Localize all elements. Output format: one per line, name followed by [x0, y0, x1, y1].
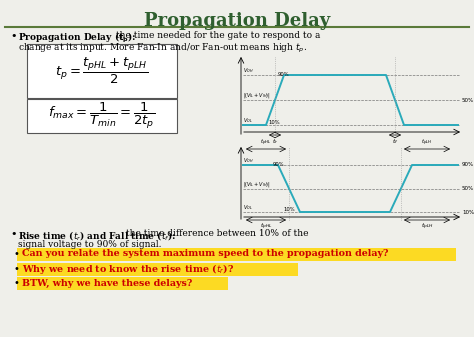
FancyBboxPatch shape: [27, 44, 177, 98]
FancyBboxPatch shape: [18, 276, 228, 289]
Text: Propagation Delay: Propagation Delay: [144, 12, 330, 30]
Text: $t_{pHL}$: $t_{pHL}$: [260, 138, 272, 148]
Text: 50%: 50%: [462, 186, 474, 191]
Text: Propagation Delay ($\mathbf{t_p}$):: Propagation Delay ($\mathbf{t_p}$):: [18, 31, 137, 45]
Text: •: •: [10, 229, 17, 239]
FancyBboxPatch shape: [18, 263, 299, 276]
Text: $f_{max} = \dfrac{1}{T_{min}} = \dfrac{1}{2t_p}$: $f_{max} = \dfrac{1}{T_{min}} = \dfrac{1…: [48, 101, 155, 131]
Text: •: •: [10, 31, 17, 41]
Text: $V_{OL}$: $V_{OL}$: [243, 116, 253, 125]
FancyBboxPatch shape: [18, 247, 456, 261]
Text: $|(V_{IL}+V_{IH})|$: $|(V_{IL}+V_{IH})|$: [243, 180, 271, 189]
Text: Can you relate the system maximum speed to the propagation delay?: Can you relate the system maximum speed …: [22, 249, 388, 258]
Text: •: •: [14, 249, 20, 259]
Text: 10%: 10%: [268, 120, 280, 125]
Text: •: •: [14, 264, 20, 274]
Text: the time needed for the gate to respond to a: the time needed for the gate to respond …: [113, 31, 320, 40]
Text: 90%: 90%: [278, 72, 290, 77]
Text: the time difference between 10% of the: the time difference between 10% of the: [123, 229, 309, 238]
Text: $t_r$: $t_r$: [272, 137, 278, 146]
Text: $t_p = \dfrac{t_{pHL} + t_{pLH}}{2}$: $t_p = \dfrac{t_{pHL} + t_{pLH}}{2}$: [55, 56, 148, 86]
Text: Why we need to know the rise time ($t_r$)?: Why we need to know the rise time ($t_r$…: [22, 262, 234, 276]
Text: $|(V_{IL}+V_{IH})|$: $|(V_{IL}+V_{IH})|$: [243, 91, 271, 100]
Text: •: •: [14, 278, 20, 288]
Text: BTW, why we have these delays?: BTW, why we have these delays?: [22, 278, 192, 287]
FancyBboxPatch shape: [27, 99, 177, 133]
Text: 90%: 90%: [462, 162, 474, 167]
Text: 50%: 50%: [462, 97, 474, 102]
Text: $t_f$: $t_f$: [392, 137, 398, 146]
Text: $t_{pLH}$: $t_{pLH}$: [421, 138, 433, 148]
Text: 10%: 10%: [462, 210, 474, 214]
Text: signal voltage to 90% of signal.: signal voltage to 90% of signal.: [18, 240, 162, 249]
Text: Rise time ($t_r$) and Fall time ($t_f$):: Rise time ($t_r$) and Fall time ($t_f$):: [18, 229, 176, 242]
Text: $t_{pLH}$: $t_{pLH}$: [420, 222, 433, 232]
Text: change at its input. More Fan-In and/or Fan-out means high $t_p$.: change at its input. More Fan-In and/or …: [18, 42, 307, 55]
Text: 10%: 10%: [283, 207, 295, 212]
Text: $V_{OH}$: $V_{OH}$: [243, 66, 254, 75]
Text: $V_{OH}$: $V_{OH}$: [243, 156, 254, 165]
Text: $t_{pHL}$: $t_{pHL}$: [260, 222, 273, 232]
Text: 90%: 90%: [273, 162, 284, 167]
Text: $V_{OL}$: $V_{OL}$: [243, 203, 253, 212]
